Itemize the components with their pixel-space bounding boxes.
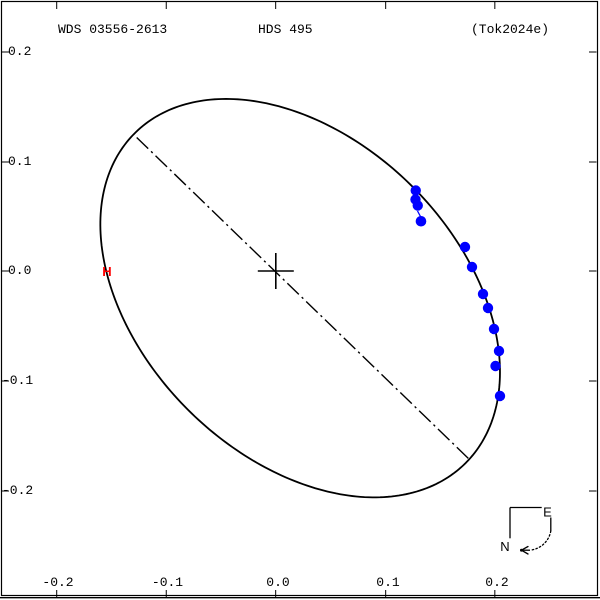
svg-text:H: H <box>102 264 111 279</box>
svg-text:E: E <box>543 504 552 519</box>
svg-text:N: N <box>500 539 509 554</box>
